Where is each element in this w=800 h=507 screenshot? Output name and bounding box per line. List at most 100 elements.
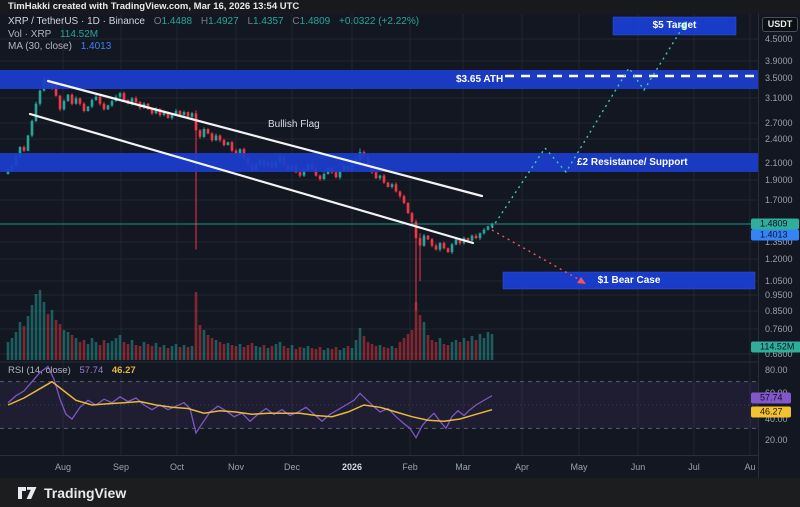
volume-bar xyxy=(114,338,118,360)
candle-body xyxy=(438,243,442,250)
price-axis-tick: 0.6800 xyxy=(765,349,793,359)
volume-bar xyxy=(398,342,402,360)
price-axis-tick: 1.2000 xyxy=(765,254,793,264)
volume-bar xyxy=(46,314,50,360)
volume-bar xyxy=(274,344,278,360)
volume-bar xyxy=(154,343,158,360)
volume-bar xyxy=(86,344,90,360)
candle-body xyxy=(334,172,338,178)
candle-body xyxy=(98,96,102,104)
candle-body xyxy=(62,101,66,110)
candle-body xyxy=(414,221,418,239)
candle-body xyxy=(222,140,226,146)
candle-body xyxy=(210,133,214,141)
volume-bar xyxy=(462,338,466,360)
candle-body xyxy=(398,191,402,197)
volume-bar xyxy=(342,348,346,360)
rsi-legend-row[interactable]: RSI (14, close) 57.74 46.27 xyxy=(8,365,136,376)
symbol-title[interactable]: XRP / TetherUS · 1D · Binance xyxy=(8,16,145,27)
price-axis[interactable]: USDT 4.5000 3.9000 3.5000 3.1000 2.7000 2.400… xyxy=(751,14,800,478)
volume-bar xyxy=(282,346,286,360)
candle-body xyxy=(230,142,234,151)
volume-bar xyxy=(30,305,34,360)
volume-bar xyxy=(434,342,438,360)
rsi-label: RSI (14, close) xyxy=(8,365,71,376)
candle-body xyxy=(194,113,198,131)
volume-bar xyxy=(390,346,394,360)
time-axis-tick: Apr xyxy=(514,462,530,472)
volume-bar xyxy=(250,343,254,360)
target-box-label[interactable]: $5 Target xyxy=(652,20,697,31)
volume-bar xyxy=(102,340,106,360)
candle-body xyxy=(190,113,194,117)
volume-bar xyxy=(474,340,478,360)
candle-body xyxy=(106,105,110,110)
tradingview-logo-text: TradingView xyxy=(44,484,127,501)
candle-body xyxy=(134,98,138,103)
volume-bar xyxy=(418,315,422,360)
volume-bar xyxy=(90,338,94,360)
open-value: 1.4488 xyxy=(161,16,193,27)
time-axis[interactable]: Aug Sep Oct Nov Dec 2026 Feb Mar Apr May Jun Jul Au xyxy=(0,455,758,478)
volume-bar xyxy=(438,338,442,360)
candle-body xyxy=(66,94,70,102)
volume-bar xyxy=(326,348,330,360)
candle-body xyxy=(110,101,114,106)
volume-bar xyxy=(450,342,454,360)
volume-bar xyxy=(26,316,30,360)
candle-body xyxy=(118,93,122,97)
volume-bar xyxy=(414,302,418,360)
candle-body xyxy=(238,149,242,155)
time-axis-tick: May xyxy=(570,462,588,472)
ma-legend-row[interactable]: MA (30, close) 1.4013 xyxy=(8,41,111,52)
channel-trendline xyxy=(28,112,475,245)
volume-bar xyxy=(362,336,366,360)
volume-bar xyxy=(22,326,26,360)
target-box xyxy=(612,16,737,36)
volume-bar xyxy=(394,348,398,360)
candle-body xyxy=(406,202,410,214)
candle-body xyxy=(94,96,98,100)
candle-body xyxy=(394,184,398,192)
volume-bar xyxy=(174,344,178,360)
low-label: L xyxy=(247,16,254,27)
volume-bar xyxy=(322,350,326,360)
volume-bar xyxy=(6,342,10,360)
time-axis-tick: Jul xyxy=(688,462,700,472)
volume-bar xyxy=(34,294,38,360)
volume-bar xyxy=(430,340,434,360)
attribution-bar: TimHakki created with TradingView.com, M… xyxy=(0,0,800,14)
volume-bar xyxy=(306,346,310,360)
volume-bar xyxy=(190,346,194,360)
candle-body xyxy=(186,112,190,117)
candle-body xyxy=(322,173,326,180)
volume-bar xyxy=(62,330,66,360)
bear-box-label[interactable]: $1 Bear Case xyxy=(597,275,661,286)
candle-body xyxy=(218,135,222,141)
volume-bar xyxy=(486,332,490,360)
price-axis-tick: 1.7000 xyxy=(765,195,793,205)
candle-body xyxy=(470,235,474,241)
volume-bar xyxy=(270,346,274,360)
candle-body xyxy=(26,135,30,151)
chart-canvas[interactable] xyxy=(0,0,800,478)
candle-body xyxy=(486,226,490,230)
candle-body xyxy=(410,213,414,222)
volume-legend-row[interactable]: Vol · XRP 114.52M xyxy=(8,29,98,40)
close-value: 1.4809 xyxy=(299,16,331,27)
candle-body xyxy=(18,147,22,157)
tradingview-logo-icon xyxy=(18,486,37,499)
currency-toggle-button[interactable]: USDT xyxy=(762,17,798,32)
volume-bar xyxy=(38,290,42,360)
bullish-flag-label[interactable]: Bullish Flag xyxy=(268,119,320,130)
candle-body xyxy=(402,196,406,203)
resistance-band-label[interactable]: £2 Resistance/ Support xyxy=(577,157,688,168)
volume-bar xyxy=(162,345,166,360)
tradingview-logo-link[interactable]: TradingView xyxy=(18,485,126,501)
candle-body xyxy=(74,98,78,104)
symbol-legend-row[interactable]: XRP / TetherUS · 1D · Binance O1.4488 H1… xyxy=(8,16,419,27)
volume-bar xyxy=(266,348,270,360)
ath-band-label[interactable]: $3.65 ATH xyxy=(456,74,504,85)
volume-bar xyxy=(66,332,70,360)
